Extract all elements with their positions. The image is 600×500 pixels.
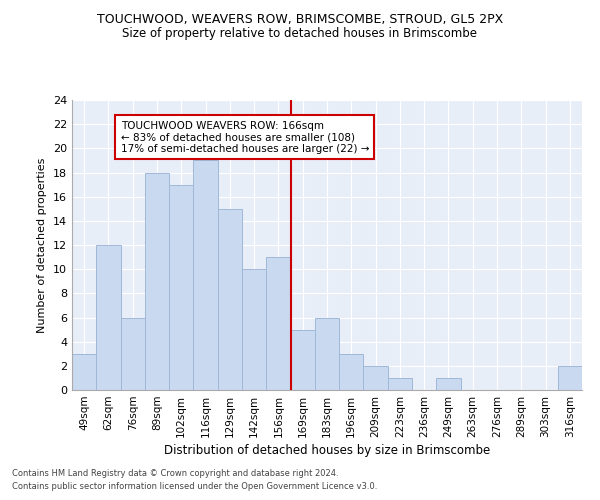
Bar — [242, 269, 266, 390]
Text: TOUCHWOOD WEAVERS ROW: 166sqm
← 83% of detached houses are smaller (108)
17% of : TOUCHWOOD WEAVERS ROW: 166sqm ← 83% of d… — [121, 120, 369, 154]
Bar — [436, 378, 461, 390]
Bar — [145, 172, 169, 390]
Bar — [558, 366, 582, 390]
Bar — [169, 184, 193, 390]
Bar — [193, 160, 218, 390]
Bar — [218, 209, 242, 390]
Bar — [121, 318, 145, 390]
Y-axis label: Number of detached properties: Number of detached properties — [37, 158, 47, 332]
Bar — [96, 245, 121, 390]
Bar — [266, 257, 290, 390]
X-axis label: Distribution of detached houses by size in Brimscombe: Distribution of detached houses by size … — [164, 444, 490, 457]
Text: TOUCHWOOD, WEAVERS ROW, BRIMSCOMBE, STROUD, GL5 2PX: TOUCHWOOD, WEAVERS ROW, BRIMSCOMBE, STRO… — [97, 12, 503, 26]
Bar — [388, 378, 412, 390]
Bar — [364, 366, 388, 390]
Text: Contains public sector information licensed under the Open Government Licence v3: Contains public sector information licen… — [12, 482, 377, 491]
Text: Size of property relative to detached houses in Brimscombe: Size of property relative to detached ho… — [122, 28, 478, 40]
Bar — [315, 318, 339, 390]
Text: Contains HM Land Registry data © Crown copyright and database right 2024.: Contains HM Land Registry data © Crown c… — [12, 468, 338, 477]
Bar — [339, 354, 364, 390]
Bar — [72, 354, 96, 390]
Bar — [290, 330, 315, 390]
